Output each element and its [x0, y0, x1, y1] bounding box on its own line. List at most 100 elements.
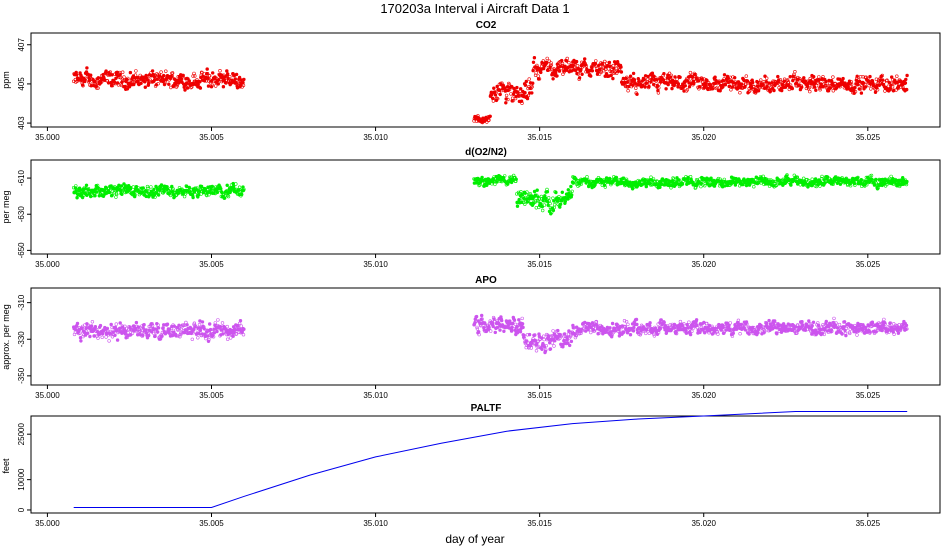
apo-data-point	[552, 344, 556, 348]
o2n2-panel: d(O2/N2) per meg 35.000 35.005 35.010 35.01…	[1, 147, 941, 269]
o2n2-data-point	[122, 182, 126, 186]
co2-data-point	[557, 69, 562, 73]
co2-data-point	[675, 77, 679, 81]
apo-data-point	[868, 330, 872, 334]
co2-data-point	[545, 56, 549, 61]
co2-data-point	[607, 60, 612, 65]
co2-data-point	[772, 88, 776, 93]
co2-data-point	[669, 73, 673, 78]
co2-data-point	[190, 85, 194, 89]
o2n2-data-point	[554, 190, 558, 195]
o2n2-data-point	[569, 193, 574, 197]
apo-data-point	[185, 323, 189, 327]
apo-data-point	[647, 331, 651, 335]
co2-data-point	[133, 73, 138, 77]
o2n2-plot-frame	[30, 159, 941, 255]
co2-data-point	[143, 85, 148, 89]
apo-data-point	[75, 321, 80, 326]
co2-data-point	[625, 75, 629, 80]
apo-ylabel: approx. per meg	[1, 304, 11, 370]
apo-data-point	[518, 330, 523, 334]
apo-data-point	[241, 333, 246, 337]
co2-data-point	[567, 60, 571, 65]
o2n2-data-point	[153, 195, 157, 199]
apo-data-point	[100, 335, 104, 339]
co2-data-point	[553, 71, 558, 75]
co2-data-point	[802, 76, 806, 80]
o2n2-data-point	[182, 194, 187, 199]
apo-data-point	[123, 329, 128, 333]
co2-data-point	[603, 59, 607, 64]
apo-data-point	[491, 324, 495, 329]
co2-data-point	[87, 78, 92, 83]
apo-data-point	[608, 326, 612, 330]
apo-data-point	[502, 329, 506, 333]
apo-data-point	[764, 321, 769, 325]
co2-data-point	[123, 84, 128, 89]
co2-data-point	[656, 91, 661, 95]
co2-data-point	[799, 85, 804, 89]
o2n2-data-point	[75, 196, 79, 200]
co2-data-point	[588, 74, 593, 78]
co2-data-point	[559, 58, 564, 63]
figure-title: 170203a Interval i Aircraft Data 1	[380, 1, 569, 16]
apo-data-point	[177, 323, 181, 327]
apo-data-point	[215, 329, 219, 334]
apo-data-point	[842, 320, 847, 324]
co2-data-point	[524, 79, 528, 84]
co2-data-point	[884, 78, 889, 83]
co2-data-point	[127, 85, 132, 89]
apo-data-point	[567, 343, 572, 348]
apo-data-point	[216, 318, 220, 322]
co2-data-point	[183, 88, 187, 92]
co2-data-point	[175, 83, 180, 88]
apo-data-point	[610, 321, 615, 326]
co2-data-point	[539, 70, 543, 75]
co2-data-point	[181, 73, 186, 78]
o2n2-data-point	[733, 183, 738, 187]
co2-data-point	[859, 91, 864, 95]
o2n2-data-point	[145, 184, 150, 189]
o2n2-data-point	[171, 187, 175, 191]
paltf-x-tick-label: 35.025	[856, 519, 881, 528]
co2-data-point	[619, 65, 623, 69]
o2n2-data-point	[480, 175, 484, 180]
apo-data-point	[904, 323, 909, 328]
co2-data-point	[518, 87, 523, 91]
co2-data-point	[779, 88, 784, 93]
apo-data-point	[632, 325, 636, 330]
co2-x-tick-label: 35.000	[35, 133, 60, 142]
co2-data-point	[771, 79, 775, 83]
co2-panel-title: CO2	[476, 20, 497, 31]
co2-data-point	[643, 85, 647, 89]
co2-data-point	[817, 75, 821, 79]
apo-data-point	[659, 318, 663, 322]
apo-data-point	[731, 331, 735, 335]
o2n2-data-point	[120, 192, 124, 197]
o2n2-data-point	[110, 193, 114, 197]
co2-data-point	[868, 74, 872, 79]
apo-data-point	[520, 322, 525, 326]
o2n2-data-point	[569, 184, 573, 189]
co2-data-point	[575, 63, 580, 68]
co2-data-point	[511, 99, 515, 103]
apo-data-point	[832, 316, 836, 321]
co2-data-point	[577, 76, 582, 80]
apo-data-point	[197, 323, 202, 327]
o2n2-data-point	[159, 183, 164, 187]
co2-data-point	[536, 74, 540, 78]
co2-data-point	[687, 84, 692, 89]
co2-data-point	[170, 71, 175, 75]
co2-data-point	[167, 82, 171, 86]
co2-data-point	[688, 70, 693, 75]
paltf-x-tick-label: 35.020	[691, 519, 716, 528]
co2-data-point	[743, 82, 748, 86]
co2-data-point	[504, 93, 509, 98]
co2-data-point	[632, 78, 637, 82]
co2-data-point	[814, 84, 819, 88]
apo-data-point	[88, 334, 92, 339]
o2n2-data-point	[80, 195, 85, 200]
apo-data-point	[522, 333, 526, 338]
co2-data-point	[744, 82, 748, 87]
